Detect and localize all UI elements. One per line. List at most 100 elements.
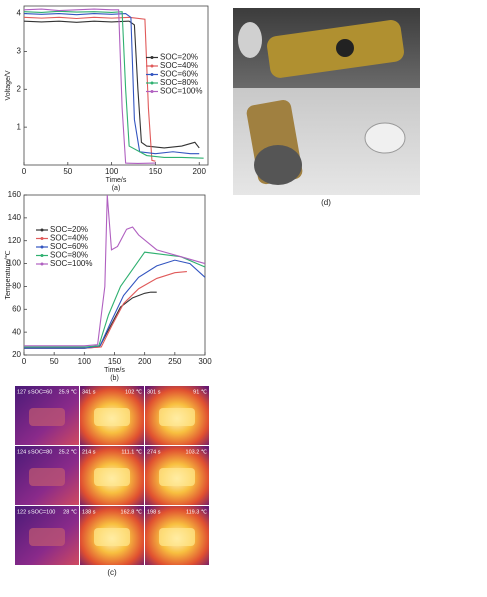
series-line: [24, 259, 206, 349]
y-tick-label: 40: [12, 327, 21, 336]
legend-marker: [150, 90, 154, 93]
legend-marker: [40, 254, 44, 257]
series-line: [24, 194, 206, 347]
legend-label: SOC=100%: [50, 259, 92, 268]
caption: (d): [321, 198, 331, 207]
battery-shape: [94, 468, 130, 486]
y-tick-label: 4: [17, 9, 22, 18]
legend-label: SOC=40%: [50, 234, 88, 243]
legend-marker: [40, 237, 44, 240]
plot-frame: [23, 5, 209, 166]
legend-label: SOC=60%: [160, 70, 198, 79]
thermal-time: 214 s: [82, 449, 96, 455]
y-tick-label: 60: [12, 304, 21, 313]
y-axis-label: Voltage/V: [5, 70, 12, 100]
legend-label: SOC=80%: [160, 78, 198, 87]
thermal-time: 124 s: [17, 449, 31, 455]
legend-label: SOC=20%: [160, 53, 198, 62]
legend-label: SOC=80%: [50, 251, 88, 260]
thermal-temp: 91 ℃: [193, 389, 208, 395]
battery-shape: [29, 468, 65, 486]
plot-frame: [23, 194, 206, 356]
battery-shape: [159, 528, 195, 546]
thermal-time: 274 s: [147, 449, 161, 455]
y-tick-label: 3: [17, 47, 22, 56]
caption: (c): [107, 568, 117, 577]
y-tick-label: 20: [12, 350, 21, 359]
legend-marker: [150, 73, 154, 76]
x-axis-label: Time/s: [106, 177, 127, 184]
legend-label: SOC=100%: [160, 87, 202, 96]
caption: (a): [112, 185, 121, 192]
cap: [238, 22, 262, 58]
caption: (b): [110, 375, 119, 382]
x-tick-label: 300: [198, 357, 212, 366]
battery-shape: [29, 408, 65, 426]
x-tick-label: 200: [193, 167, 207, 176]
series-line: [23, 16, 156, 162]
thermal-temp: 111.1 ℃: [121, 449, 142, 455]
series-line: [24, 291, 157, 349]
thermal-soc: SOC=100: [31, 509, 55, 515]
series-line: [24, 251, 206, 348]
thermal-temp: 25.9 ℃: [59, 389, 78, 395]
battery-shape: [159, 408, 195, 426]
x-tick-label: 100: [105, 167, 119, 176]
x-tick-label: 150: [149, 167, 163, 176]
thermal-temp: 25.2 ℃: [59, 449, 78, 455]
x-tick-label: 50: [50, 357, 59, 366]
hole: [336, 39, 354, 57]
thermal-panel: 127 s SOC=60 25.9 ℃ 341 s 102 ℃ 301 s 91 ℃ 124 …: [15, 386, 209, 565]
series-line: [23, 20, 200, 149]
y-axis-label: Temperature/℃: [5, 250, 12, 299]
legend-marker: [40, 228, 44, 232]
burnt-end: [254, 145, 302, 185]
series-line: [23, 8, 156, 165]
x-tick-label: 50: [63, 167, 72, 176]
legend-marker: [40, 262, 44, 266]
y-tick-label: 140: [8, 213, 22, 222]
thermal-time: 341 s: [82, 389, 96, 395]
thermal-time: 301 s: [147, 389, 161, 395]
thermal-temp: 28 ℃: [63, 509, 78, 515]
thermal-temp: 102 ℃: [125, 389, 143, 395]
legend-marker: [150, 64, 154, 68]
x-tick-label: 150: [108, 357, 122, 366]
battery-shape: [159, 468, 195, 486]
thermal-soc: SOC=60: [31, 389, 52, 395]
thermal-temp: 103.2 ℃: [186, 449, 208, 455]
y-tick-label: 1: [17, 122, 22, 131]
battery-shape: [29, 528, 65, 546]
thermal-time: 198 s: [147, 509, 161, 515]
thermal-time: 138 s: [82, 509, 96, 515]
x-tick-label: 250: [168, 357, 182, 366]
y-tick-label: 120: [8, 236, 22, 245]
legend-label: SOC=60%: [50, 242, 88, 251]
thermal-time: 122 s: [17, 509, 31, 515]
y-tick-label: 2: [17, 84, 22, 93]
x-tick-label: 100: [78, 357, 92, 366]
thermal-soc: SOC=80: [31, 449, 52, 455]
legend-label: SOC=40%: [160, 61, 198, 70]
x-tick-label: 0: [22, 167, 27, 176]
y-tick-label: 160: [8, 190, 22, 199]
legend-label: SOC=20%: [50, 225, 88, 234]
y-tick-label: 100: [8, 259, 22, 268]
battery-shape: [94, 408, 130, 426]
y-tick-label: 80: [12, 282, 21, 291]
series-line: [23, 10, 204, 159]
thermal-temp: 119.3 ℃: [186, 509, 208, 515]
legend-marker: [40, 245, 44, 249]
legend-marker: [150, 81, 154, 85]
battery: [267, 20, 404, 78]
thermal-temp: 162.8 ℃: [121, 509, 143, 515]
legend-marker: [150, 56, 154, 59]
series-line: [23, 13, 200, 155]
battery-shape: [94, 528, 130, 546]
x-tick-label: 0: [22, 357, 27, 366]
x-tick-label: 200: [138, 357, 152, 366]
x-axis-label: Time/s: [104, 367, 125, 374]
thermal-time: 127 s: [17, 389, 31, 395]
photo: [233, 8, 420, 195]
